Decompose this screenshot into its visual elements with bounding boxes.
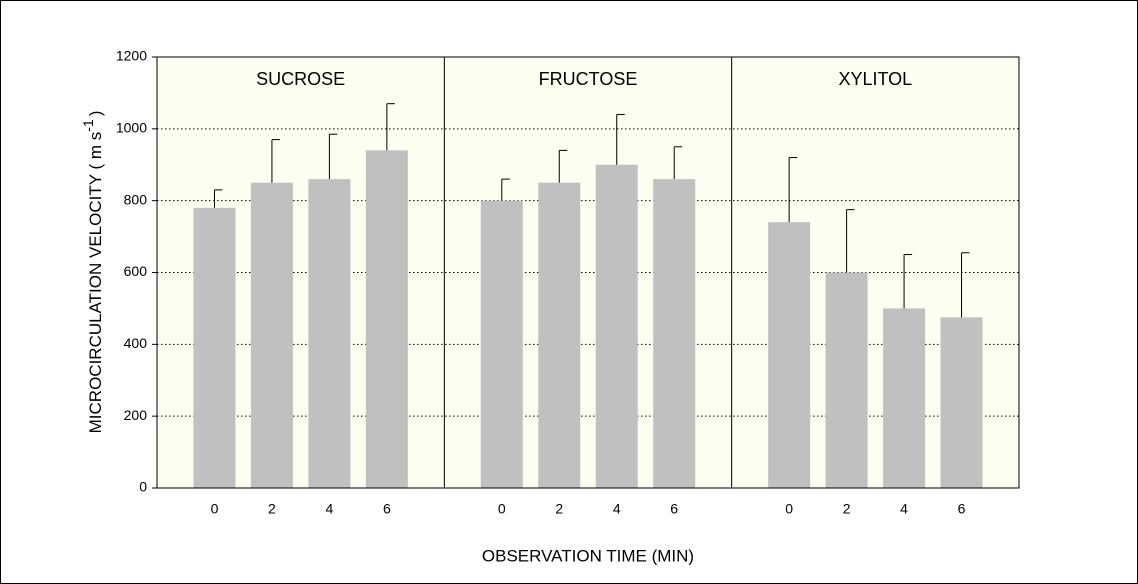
y-tick-label: 800 xyxy=(124,191,148,207)
panel-title: SUCROSE xyxy=(256,69,345,89)
y-tick-label: 400 xyxy=(124,335,148,351)
x-tick-label: 4 xyxy=(900,501,908,517)
y-tick-label: 200 xyxy=(124,407,148,423)
x-tick-label: 6 xyxy=(670,501,678,517)
plot-frame xyxy=(156,56,1020,489)
y-tick-label: 600 xyxy=(124,263,148,279)
y-tick-label: 0 xyxy=(139,479,147,495)
panel-title: XYLITOL xyxy=(838,69,912,89)
y-axis-title: MICROCIRCULATION VELOCITY ( m s-1) xyxy=(80,111,106,434)
x-tick-label: 6 xyxy=(383,501,391,517)
bar xyxy=(250,182,293,489)
bar xyxy=(480,200,523,488)
y-tick-label: 1200 xyxy=(116,48,147,64)
bar xyxy=(940,317,983,488)
bar xyxy=(365,150,408,488)
bar xyxy=(653,179,696,488)
x-tick-label: 4 xyxy=(613,501,621,517)
x-axis-title: OBSERVATION TIME (MIN) xyxy=(482,546,694,565)
y-tick-label: 1000 xyxy=(116,120,147,136)
bar xyxy=(193,207,236,488)
y-axis-title-sup: -1 xyxy=(80,119,96,132)
bar xyxy=(538,182,581,489)
x-tick-label: 0 xyxy=(785,501,793,517)
x-tick-label: 2 xyxy=(555,501,563,517)
panel-title: FRUCTOSE xyxy=(539,69,638,89)
bar xyxy=(768,222,811,488)
bar xyxy=(308,179,351,488)
y-axis-title-end: ) xyxy=(86,111,105,117)
x-tick-label: 4 xyxy=(326,501,334,517)
bar xyxy=(883,308,926,488)
x-tick-label: 2 xyxy=(268,501,276,517)
x-tick-label: 0 xyxy=(211,501,219,517)
y-axis-title-main: MICROCIRCULATION VELOCITY ( m s xyxy=(86,132,105,434)
x-tick-label: 6 xyxy=(958,501,966,517)
x-tick-label: 2 xyxy=(843,501,851,517)
bar xyxy=(825,272,868,488)
bar xyxy=(595,164,638,488)
x-tick-label: 0 xyxy=(498,501,506,517)
